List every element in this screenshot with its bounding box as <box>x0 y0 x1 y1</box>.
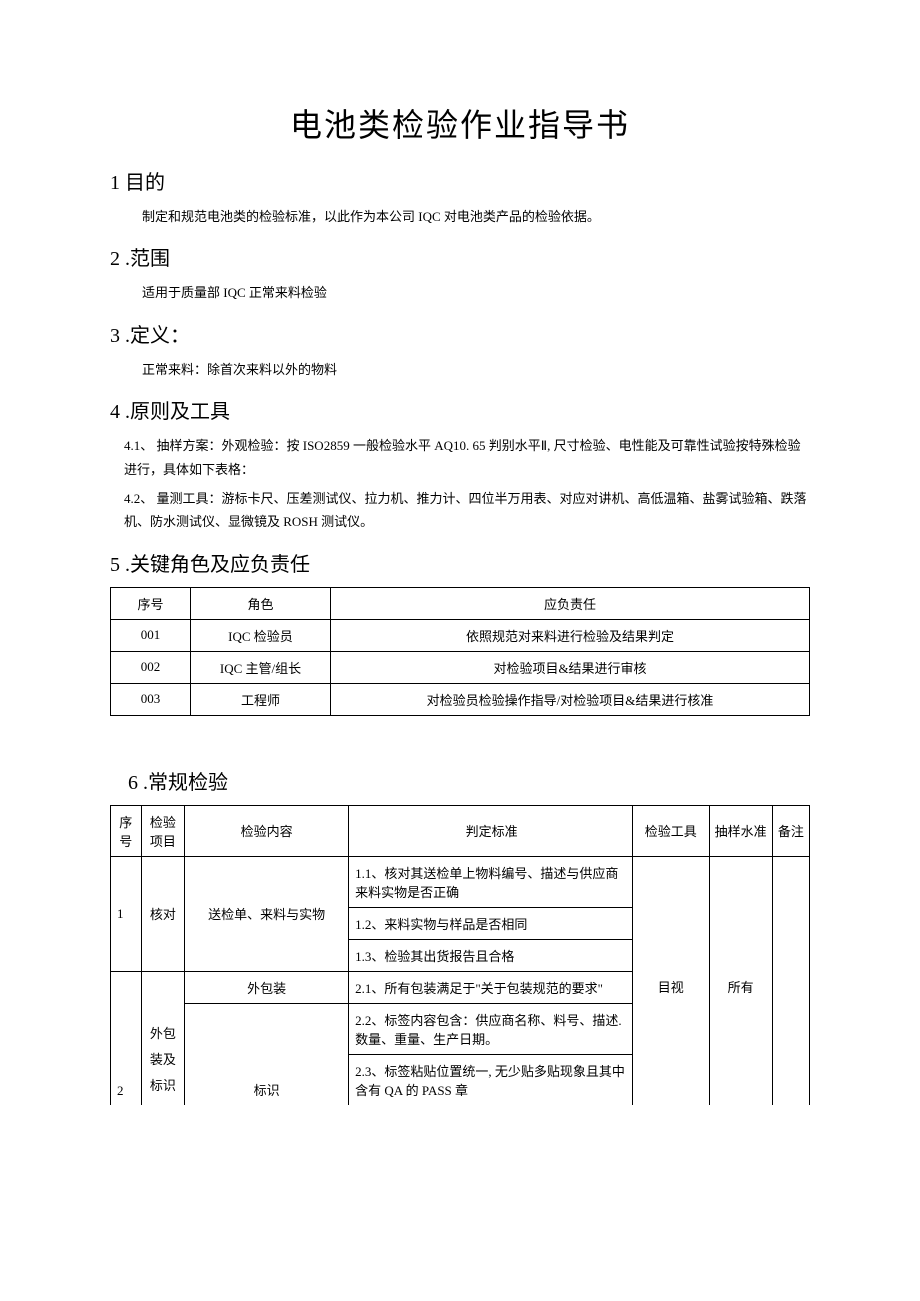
section-4-heading: 4 .原则及工具 <box>110 395 810 424</box>
cell-sample-blank <box>709 856 772 971</box>
cell-std-1-1: 1.1、核对其送检单上物料编号、描述与供应商来料实物是否正确 <box>349 856 633 907</box>
document-title: 电池类检验作业指导书 <box>110 100 810 146</box>
header-standard: 判定标准 <box>349 805 633 856</box>
cell-item-1: 核对 <box>141 856 185 971</box>
cell-role: 工程师 <box>191 683 331 715</box>
header-remark: 备注 <box>772 805 809 856</box>
cell-tool: 目视 <box>633 971 709 1105</box>
section-4-p1: 4.1、 抽样方案：外观检验：按 ISO2859 一般检验水平 AQ10. 65… <box>124 434 810 481</box>
section-1-heading: 1 目的 <box>110 166 810 195</box>
table-row: 2 外包装及标识 外包装 2.1、所有包装满足于"关于包装规范的要求" 目视 所… <box>111 971 810 1003</box>
inspection-table: 序号 检验项目 检验内容 判定标准 检验工具 抽样水准 备注 1 核对 送检单、… <box>110 805 810 1105</box>
section-4-p2: 4.2、 量测工具：游标卡尺、压差测试仪、拉力机、推力计、四位半万用表、对应对讲… <box>124 487 810 534</box>
cell-content-2a: 外包装 <box>185 971 349 1003</box>
cell-content-2b: 标识 <box>185 1003 349 1105</box>
cell-std-2-2: 2.2、标签内容包含：供应商名称、料号、描述. 数量、重量、生产日期。 <box>349 1003 633 1054</box>
table-header-row: 序号 检验项目 检验内容 判定标准 检验工具 抽样水准 备注 <box>111 805 810 856</box>
cell-item-2: 外包装及标识 <box>141 971 185 1105</box>
section-5-heading: 5 .关键角色及应负责任 <box>110 548 810 577</box>
cell-seq-1: 1 <box>111 856 142 971</box>
cell-seq: 003 <box>111 683 191 715</box>
cell-resp: 对检验员检验操作指导/对检验项目&结果进行核准 <box>331 683 810 715</box>
cell-sample: 所有 <box>709 971 772 1105</box>
cell-std-2-3: 2.3、标签粘贴位置统一, 无少贴多贴现象且其中含有 QA 的 PASS 章 <box>349 1054 633 1105</box>
header-sample: 抽样水准 <box>709 805 772 856</box>
section-6-heading: 6 .常规检验 <box>128 766 810 795</box>
section-2-body: 适用于质量部 IQC 正常来料检验 <box>142 281 810 304</box>
table-header-row: 序号 角色 应负责任 <box>111 587 810 619</box>
cell-content-1: 送检单、来料与实物 <box>185 856 349 971</box>
header-role: 角色 <box>191 587 331 619</box>
table-row: 1 核对 送检单、来料与实物 1.1、核对其送检单上物料编号、描述与供应商来料实… <box>111 856 810 907</box>
header-resp: 应负责任 <box>331 587 810 619</box>
cell-seq: 002 <box>111 651 191 683</box>
cell-tool-blank <box>633 856 709 971</box>
section-3-heading: 3 .定义： <box>110 319 810 348</box>
header-item: 检验项目 <box>141 805 185 856</box>
cell-resp: 依照规范对来料进行检验及结果判定 <box>331 619 810 651</box>
cell-std-1-3: 1.3、检验其出货报告且合格 <box>349 939 633 971</box>
header-tool: 检验工具 <box>633 805 709 856</box>
table-row: 003 工程师 对检验员检验操作指导/对检验项目&结果进行核准 <box>111 683 810 715</box>
roles-table: 序号 角色 应负责任 001 IQC 检验员 依照规范对来料进行检验及结果判定 … <box>110 587 810 716</box>
section-3-body: 正常来料：除首次来料以外的物料 <box>142 358 810 381</box>
cell-role: IQC 主管/组长 <box>191 651 331 683</box>
cell-seq-2: 2 <box>111 971 142 1105</box>
cell-remark <box>772 971 809 1105</box>
cell-remark-blank <box>772 856 809 971</box>
cell-seq: 001 <box>111 619 191 651</box>
cell-std-2-1: 2.1、所有包装满足于"关于包装规范的要求" <box>349 971 633 1003</box>
section-2-heading: 2 .范围 <box>110 242 810 271</box>
header-content: 检验内容 <box>185 805 349 856</box>
table-row: 002 IQC 主管/组长 对检验项目&结果进行审核 <box>111 651 810 683</box>
section-1-body: 制定和规范电池类的检验标准，以此作为本公司 IQC 对电池类产品的检验依据。 <box>142 205 810 228</box>
cell-role: IQC 检验员 <box>191 619 331 651</box>
header-seq: 序号 <box>111 587 191 619</box>
header-seq: 序号 <box>111 805 142 856</box>
table-row: 001 IQC 检验员 依照规范对来料进行检验及结果判定 <box>111 619 810 651</box>
cell-std-1-2: 1.2、来料实物与样品是否相同 <box>349 907 633 939</box>
cell-resp: 对检验项目&结果进行审核 <box>331 651 810 683</box>
